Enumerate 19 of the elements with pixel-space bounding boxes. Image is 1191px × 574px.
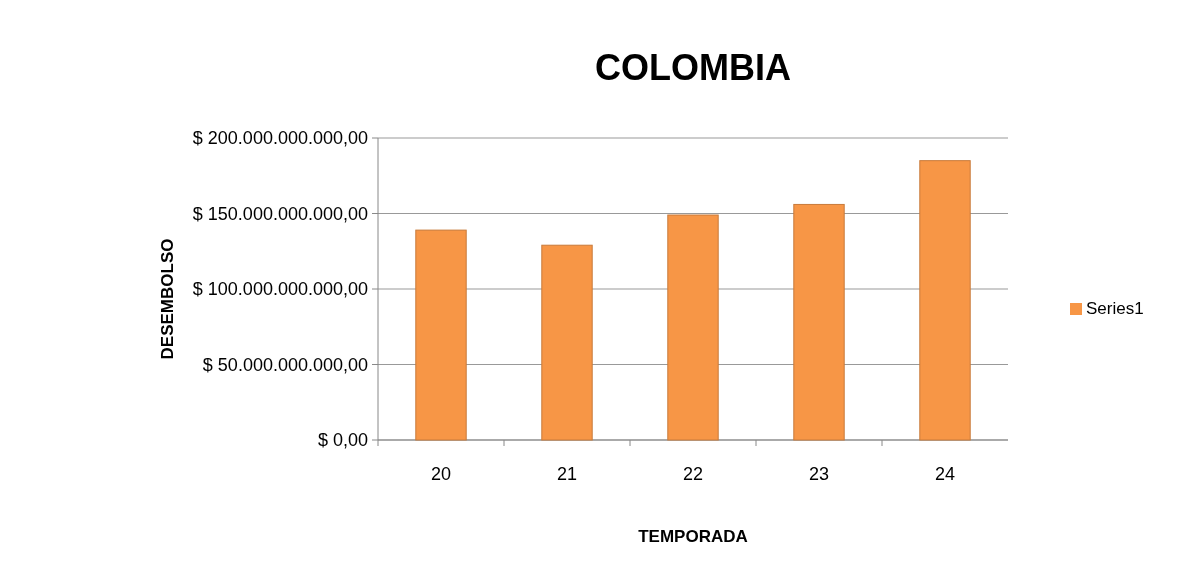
legend-label: Series1 <box>1086 299 1144 318</box>
y-tick-label: $ 50.000.000.000,00 <box>202 354 368 375</box>
bar <box>415 229 467 441</box>
bar <box>541 244 593 441</box>
chart-title: COLOMBIA <box>595 47 791 88</box>
x-tick-label: 24 <box>934 464 956 484</box>
bar <box>919 160 971 441</box>
x-tick-label: 20 <box>430 464 452 484</box>
bar <box>793 203 845 441</box>
x-axis-title: TEMPORADA <box>638 527 748 546</box>
bar <box>667 214 719 441</box>
y-tick-label: $ 100.000.000.000,00 <box>192 279 368 300</box>
y-tick-label: $ 0,00 <box>317 430 368 451</box>
x-tick-label: 22 <box>682 464 704 484</box>
y-axis-title: DESEMBOLSO <box>158 238 177 360</box>
y-tick-label: $ 150.000.000.000,00 <box>192 203 368 224</box>
y-tick-label: $ 200.000.000.000,00 <box>192 128 368 149</box>
x-tick-label: 21 <box>556 464 578 484</box>
x-tick-label: 23 <box>808 464 830 484</box>
